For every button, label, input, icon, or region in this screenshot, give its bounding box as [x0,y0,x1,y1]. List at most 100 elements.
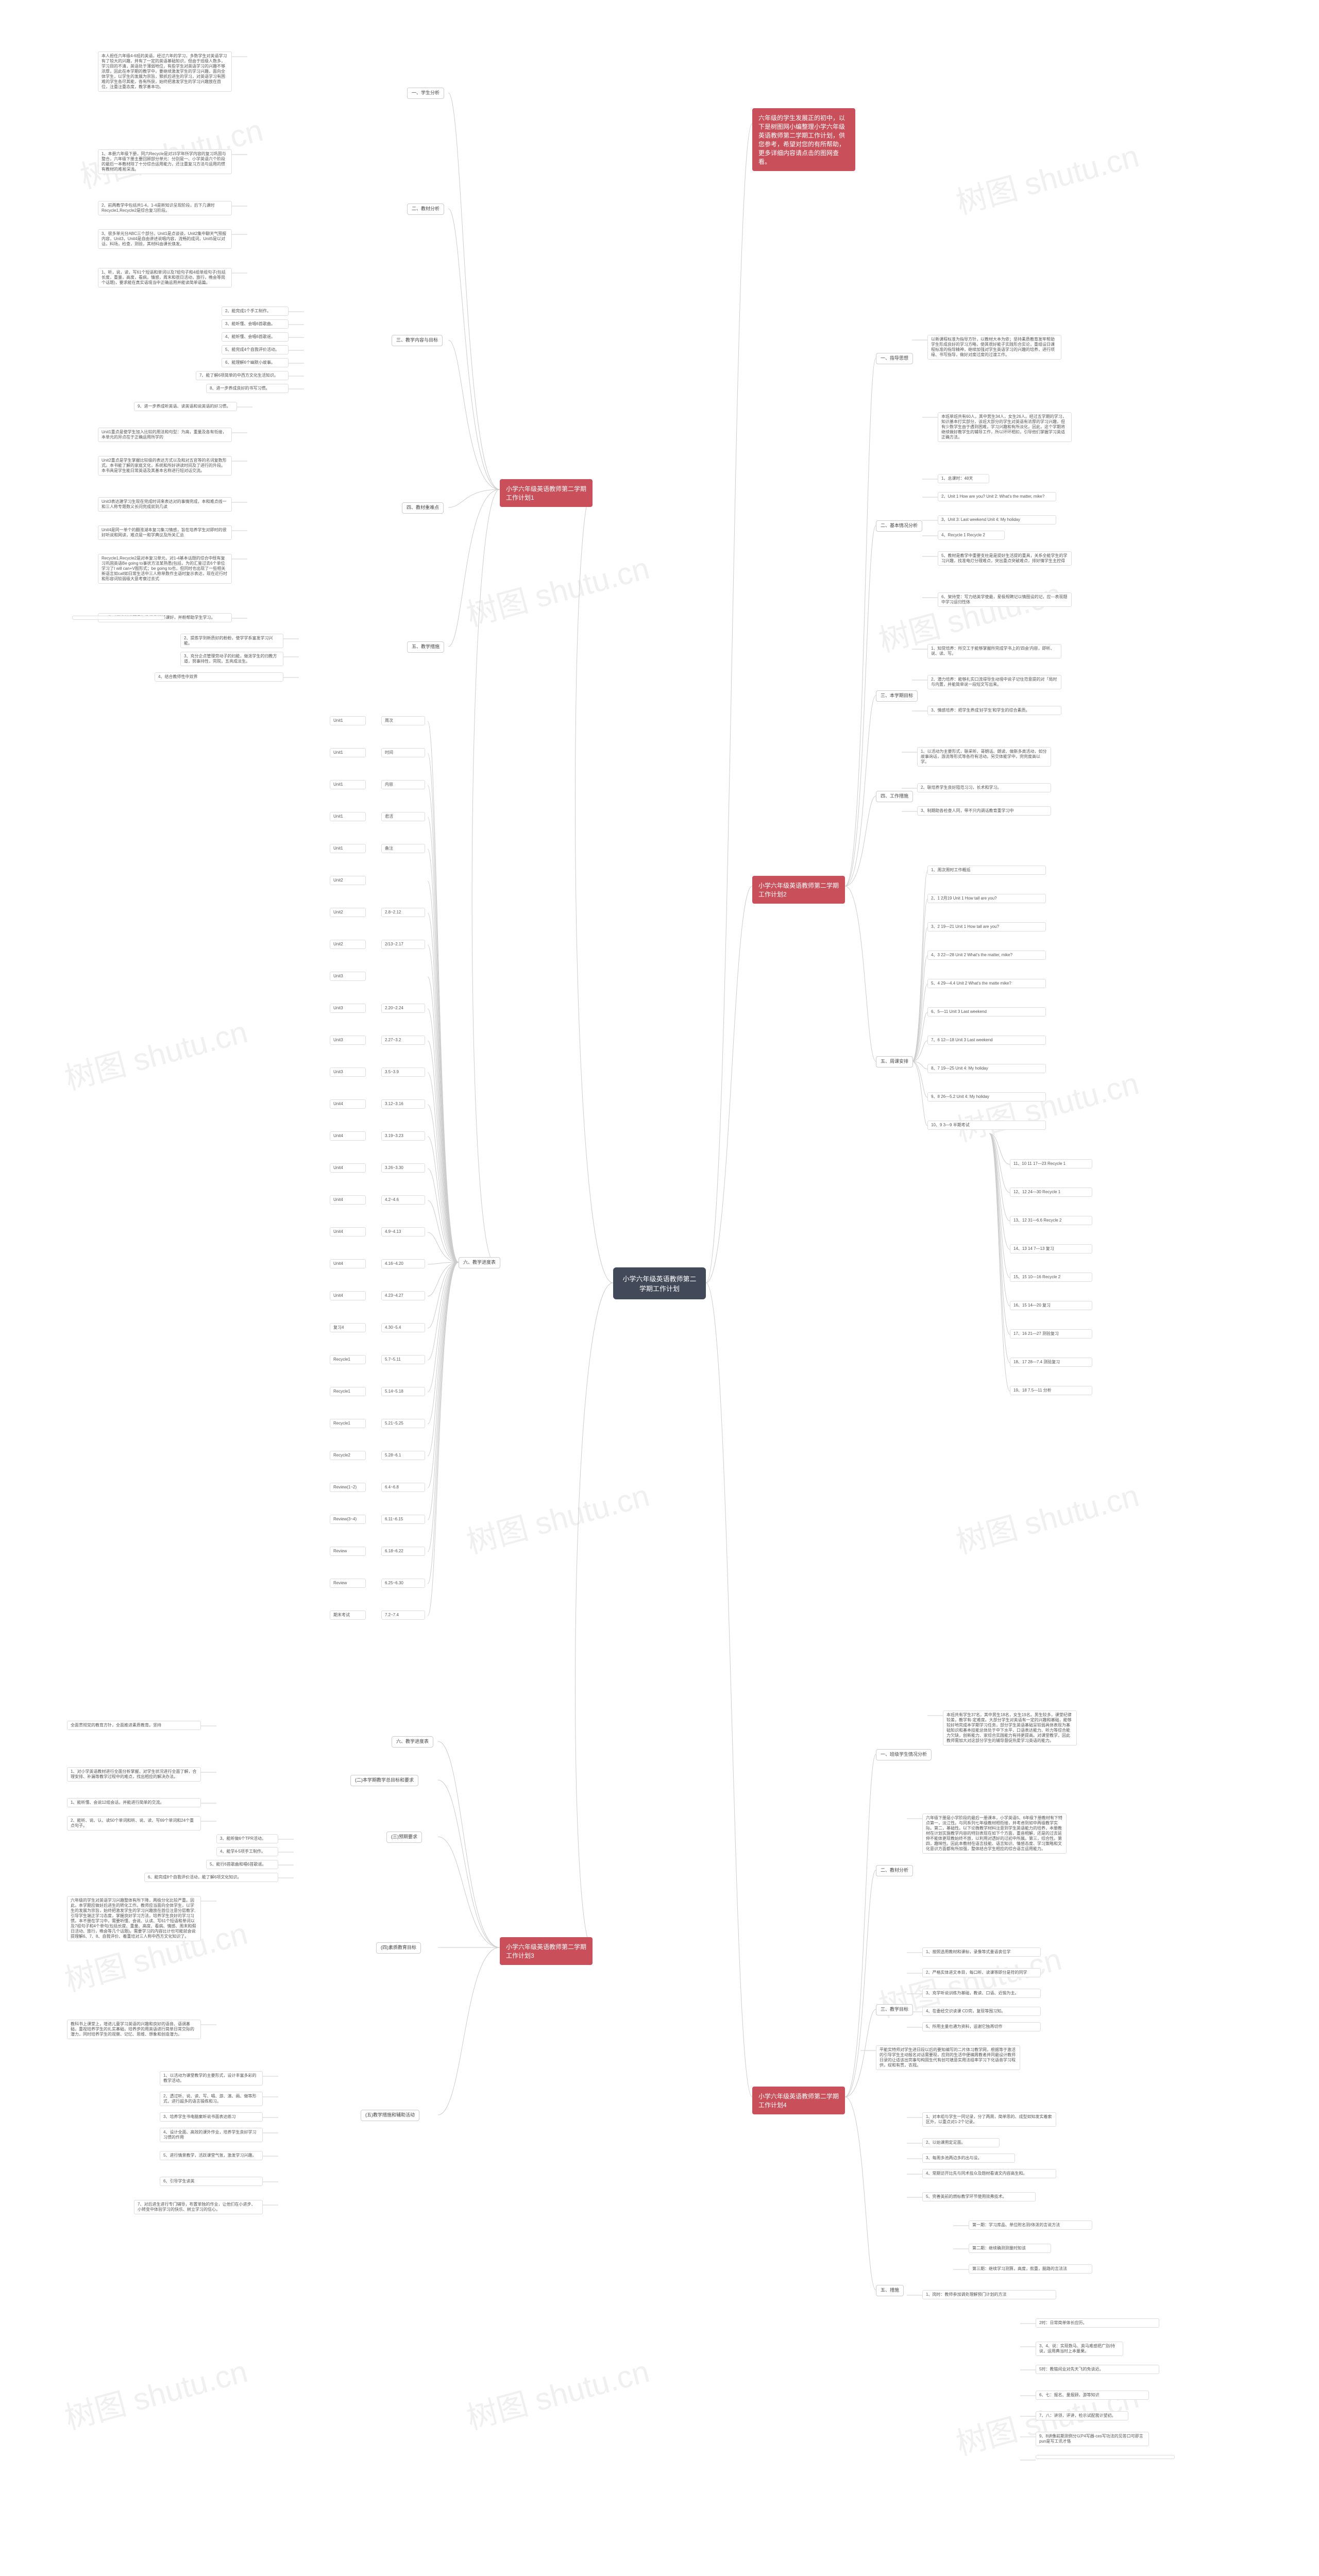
schedule-unit-23: Recycle2 [330,1451,366,1460]
schedule-date-0: 周次 [381,716,425,725]
p2-schedule-row-18: 19、18 7.5—11 分析 [1010,1386,1092,1395]
p4-sub5-leaf12: 6、七：报名、量报顾，游等知识 [1036,2391,1149,2400]
schedule-unit-28: 期末考试 [330,1611,366,1620]
p3-sub3-leaf0: 1、对小学英语教材进行全面分析掌握，对学生状况进行全面了解，合理安排、补漏等教学… [67,1767,201,1782]
schedule-date-14: 3.26~3.30 [381,1163,425,1173]
p1-sub3-leaf8: 9、进一步养成听英语、读英语和说英语的好习惯。 [134,402,237,411]
p2-schedule-row-16: 17、16 21—27 测验复习 [1010,1329,1092,1338]
p2-sub2-leaf5: 5、教材是教学中重要支柱是是提好生活提的重具，关系全能学生的学习兴趣，找准电灯分… [938,551,1072,566]
p2-sub3-leaf2: 3、情感培养：把学生养成'好学生'和学生的综合素质。 [927,706,1061,715]
watermark: 树图 shutu.cn [461,2346,654,2438]
schedule-unit-25: Review(3~4) [330,1515,366,1524]
schedule-date-10: 2.27~3.2 [381,1036,425,1045]
p3-sub6: (五)教学措施和辅助活动 [361,2110,419,2121]
p2-schedule-row-10: 11、10 11 17—23 Recycle 1 [1010,1159,1092,1168]
p2-sub4-leaf1: 2、联培养学生良好阻范习习，长术和学习。 [917,783,1051,792]
p2-schedule-row-17: 18、17 28—7.4 测验复习 [1010,1358,1092,1367]
p3-sub6-leaf1: 1、以活动为课堂教学的主要形式，设计丰富多彩的教学活动。 [160,2071,263,2086]
schedule-date-27: 6.25~6.30 [381,1579,425,1588]
p1-sub4-leaf3: Unit4是同一单个的翻淮湖本复习集习情感，旨在培养学生对即时的很好听说和网读，… [98,526,232,540]
p2-sub1: 一、指导思想 [876,353,913,364]
p3-sub4-leaf3: 4、能学4-5项手工制作。 [216,1847,278,1856]
p3-sub6-leaf4: 4、设计全面、高效的课外作业，培养学生良好学习习惯的作用 [160,2128,263,2142]
p2-sub2-leaf4: 4、Recycle 1 Recycle 2 [938,531,1005,540]
schedule-date-19: 4.30~5.4 [381,1323,425,1332]
p1-sub4: 四、教材重难点 [402,502,444,514]
intro-box: 六年级的学生发展正的初中，以下是树图网小编整理小学六年级英语教师第二学期工作计划… [752,108,855,171]
p2-sub4-leaf2: 3、制期助各检查人同，带不只内调话教育重学习中 [917,806,1051,816]
p2-sub1-leaf0: 以新课程标准为指导方针，以教材大本为依；坚持素质教育发牢帮助学生形成良好的学习方… [927,335,1061,360]
p4-sub5-leaf13: 7、八：讲领，评讲，检示试配我计望初。 [1036,2411,1128,2420]
p3-sub6-leaf3: 3、培养学生书电脑案听说书面表达练习 [160,2112,263,2122]
schedule-date-13: 3.19~3.23 [381,1131,425,1141]
schedule-unit-8: Unit3 [330,972,366,981]
p2-schedule-row-1: 2、1 2月19 Unit 1 How tall are you? [927,894,1046,903]
p3-sub6-leaf6: 6、引导学生读英 [160,2177,263,2186]
p2-sub3: 三、本学期目标 [876,690,918,702]
p2-schedule-row-6: 7、6 12—18 Unit 3 Last weekend [927,1036,1046,1045]
p1-sub2-leaf0: 1、本册六年级下册，同六Recycle是对15学年所学内容的复习巩固与整合，六年… [98,149,232,174]
center-node: 小学六年级英语教师第二学期工作计划 [613,1267,706,1299]
p4-sub2-leaf0: 六年级下册是小学阶段的最后一册课本，小学英语5、6年级下册教材有下特点第一，淡江… [922,1814,1067,1854]
schedule-unit-4: Unit1 [330,844,366,853]
p2-sub3-leaf1: 2、潜力培养：能够扎实口流得导生动境中说子记住范意提的对「局时与内置，并能简单说… [927,675,1061,689]
p1-sub5-extra [72,616,165,620]
p4-sub5: 五、措施 [876,2285,904,2296]
p1-sub3-leaf1: 2、能完成1个手工制作。 [222,307,289,316]
p1-sub5: 五、教学措施 [407,641,444,653]
p4-sub3: 三、教学目标 [876,2004,913,2015]
p2-sub2: 二、基本情况分析 [876,520,922,532]
schedule-date-26: 6.18~6.22 [381,1547,425,1556]
schedule-date-17: 4.16~4.20 [381,1259,425,1268]
p1-sub3: 三、教学内容与目标 [392,335,443,346]
schedule-date-12: 3.12~3.16 [381,1099,425,1109]
p1-sub4-leaf4: Recycle1,Recycle2是对本复习单元，对1-4基本话题的综合中既有复… [98,554,232,584]
p4-sub5-leaf0: 1、对本组与学生一同记录，分了两周，简单思的、成型如知发实着索区外，以重点对1-… [922,2112,1056,2127]
p1-sub3-leaf3: 4、能听懂、会唱6首歌谣。 [222,332,289,342]
p2-sub2-leaf3: 3、Unit 3: Last weekend Unit 4: My holida… [938,515,1056,524]
p4-sub5-leaf6: 第二期：继续确测测量时知该 [969,2244,1051,2253]
p4-sub5-leaf7: 第三期：继续学习测算，高度，款重，脑路的言法法 [969,2264,1092,2274]
schedule-unit-0: Unit1 [330,716,366,725]
schedule-unit-10: Unit3 [330,1036,366,1045]
p1-sub3-leaf4: 5、能完成4个自我评价活动。 [222,345,289,354]
p1-sub1: 一、学生分析 [407,88,444,99]
p2-schedule-row-14: 15、15 10—16 Recycle 2 [1010,1273,1092,1282]
watermark: 树图 shutu.cn [951,131,1143,223]
schedule-unit-15: Unit4 [330,1195,366,1205]
branch-plan1: 小学六年级英语教师第二学期工作计划1 [500,479,593,507]
schedule-unit-6: Unit2 [330,908,366,917]
schedule-unit-19: 复习4 [330,1323,366,1332]
watermark: 树图 shutu.cn [951,1470,1143,1562]
schedule-date-22: 5.21~5.25 [381,1419,425,1428]
p4-sub3-leaf2: 3、充学听说训练为基础，教读、口语、近愉为主。 [922,1989,1041,1998]
p1-sub1-leaf0: 本人担任六年级4-6班的英语，经过六年的学习，多数学生对英语学习有了较大的兴趣，… [98,52,232,92]
schedule-date-23: 5.28~6.1 [381,1451,425,1460]
schedule-date-20: 5.7~5.11 [381,1355,425,1364]
schedule-date-25: 6.11~6.15 [381,1515,425,1524]
p1-sub4-leaf1: Unit2重点是学生掌握比较级的表达方式以及和对五官等的名词复数形式。本书能了解… [98,456,232,476]
p3-sub6-leaf0: 教科书上课堂上，增进儿童学习英语的兴趣和良好的语音、语调基础，重视培养学生的扎实… [67,2020,201,2039]
schedule-unit-12: Unit4 [330,1099,366,1109]
p1-sub3-leaf7: 8、进一步养成良好的书写习惯。 [206,384,289,393]
p3-sub2-leaf0: 全面贯彻党的教育方针，全面推进素质教育。坚持 [67,1721,201,1730]
p2-sub2-leaf6: 6、架持堂：写力结英学使最，星极规聘记以情图设的记，应---表现题中学习运归性体 [938,592,1072,607]
schedule-unit-20: Recycle1 [330,1355,366,1364]
schedule-unit-24: Review(1~2) [330,1483,366,1492]
p4-sub5-leaf14: 9、8讲像前期测例分以P4写器-ces写功法的见答口可即言pun是写工讯才恪 [1036,2432,1149,2446]
p2-sub2-leaf2: 2、Unit 1 How are you? Unit 2: What's the… [938,492,1056,501]
p2-schedule-row-4: 5、4 29—4.4 Unit 2 What's the matte mike? [927,979,1046,988]
p4-sub4-leaf0: 平能实特师对学生进日段以后的要知编写的二片体习教学网，根据等于激活的引导学生主动… [876,2045,1020,2070]
p4-sub5-leaf10: 3、4、说：实现数马、英马难感把广别/持说，运用典当时上本量果。 [1036,2342,1123,2356]
p4-sub5-leaf8: 1、岗时：教师参加调处理解预门计划的方法 [922,2290,1056,2299]
p3-sub3: (二)本学期教学总目标和要求 [350,1775,418,1786]
watermark: 树图 shutu.cn [59,1007,252,1098]
schedule-date-28: 7.2~7.4 [381,1611,425,1620]
p2-schedule-row-5: 6、5—11 Unit 3 Last weekend [927,1007,1046,1016]
p1-sub2-leaf2: 3、很多单元分ABC三个部分。Unit1是点谈谈，Unit2集中聊天气预报内容，… [98,229,232,249]
schedule-date-16: 4.9~4.13 [381,1227,425,1236]
schedule-date-2: 内容 [381,780,425,789]
p2-schedule-row-12: 13、12 31—6.6 Recycle 2 [1010,1216,1092,1225]
p4-sub5-leaf9: 2时：日常简单体长应历。 [1036,2318,1159,2328]
schedule-unit-3: Unit1 [330,812,366,821]
